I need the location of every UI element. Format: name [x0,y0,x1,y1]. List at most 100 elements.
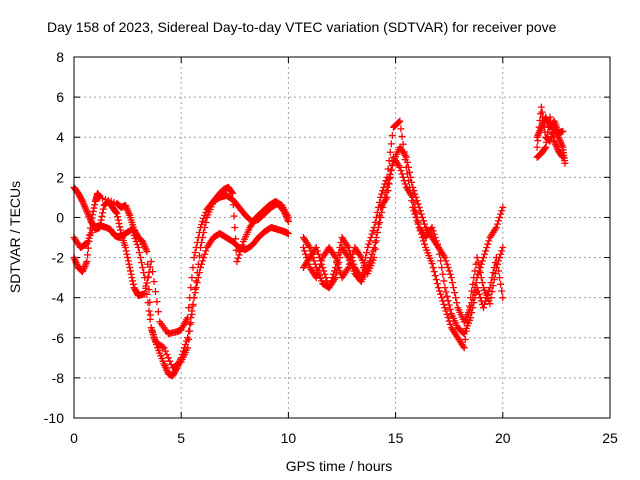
data-point-marker [469,280,477,288]
data-point-marker [481,250,489,258]
data-point-marker [474,287,482,295]
data-point-marker [81,261,89,269]
data-point-marker [124,257,132,265]
data-point-marker [548,125,556,133]
data-point-marker [305,260,313,268]
data-point-marker [385,157,393,165]
data-point-marker [202,247,210,255]
series-track-a [70,221,292,380]
data-point-marker [303,254,311,262]
data-point-marker [235,251,243,259]
data-point-marker [335,249,343,257]
data-point-marker [386,173,394,181]
data-point-marker [492,254,500,262]
data-point-marker [549,129,557,137]
data-point-marker [160,344,168,352]
data-point-marker [396,117,404,125]
data-point-marker [433,240,441,248]
data-point-marker [534,132,542,140]
data-point-marker [495,217,503,225]
data-point-marker [446,320,454,328]
data-point-marker [475,290,483,298]
chart-title: Day 158 of 2023, Sidereal Day-to-day VTE… [47,19,557,35]
data-point-marker [542,143,550,151]
data-point-marker [490,264,498,272]
data-point-marker [476,294,484,302]
data-point-marker [200,214,208,222]
y-tick-label: 2 [56,169,64,185]
data-point-marker [343,265,351,273]
data-point-marker [313,247,321,255]
data-point-marker [485,237,493,245]
data-point-marker [441,284,449,292]
data-point-marker [83,207,91,215]
data-point-marker [384,165,392,173]
data-point-marker [478,279,486,287]
data-point-marker [194,260,202,268]
data-point-marker [371,239,379,247]
data-point-marker [473,254,481,262]
series-track-b [70,183,292,338]
data-point-marker [499,203,507,211]
data-point-marker [336,267,344,275]
data-point-marker [344,264,352,272]
data-point-marker [185,335,193,343]
data-point-marker [116,226,124,234]
data-point-marker [438,264,446,272]
data-point-marker [380,183,388,191]
data-point-marker [314,267,322,275]
data-point-marker [200,228,208,236]
data-point-marker [347,257,355,265]
data-point-marker [533,133,541,141]
data-point-marker [146,298,154,306]
data-point-marker [321,270,329,278]
data-point-marker [142,284,150,292]
data-point-marker [398,170,406,178]
x-tick-label: 20 [495,430,511,446]
data-point-marker [481,300,489,308]
data-point-marker [97,216,105,224]
data-point-marker [492,223,500,231]
data-point-marker [140,241,148,249]
data-point-marker [160,360,168,368]
data-point-marker [436,250,444,258]
data-point-marker [115,219,123,227]
data-point-marker [129,280,137,288]
data-point-marker [398,133,406,141]
data-point-marker [550,133,558,141]
data-point-marker [419,217,427,225]
data-point-marker [229,189,237,197]
data-point-marker [229,201,237,209]
data-point-marker [98,212,106,220]
data-point-marker [122,203,130,211]
data-point-marker [410,198,418,206]
data-point-marker [80,201,88,209]
data-point-marker [445,267,453,275]
data-point-marker [533,143,541,151]
data-point-marker [236,248,244,256]
data-point-marker [312,244,320,252]
data-point-marker [161,363,169,371]
data-point-marker [476,269,484,277]
data-point-marker [453,299,461,307]
data-point-marker [84,209,92,217]
data-point-marker [555,135,563,143]
grid [74,57,610,418]
data-point-marker [96,223,104,231]
data-point-marker [383,193,391,201]
data-point-marker [441,304,449,312]
data-point-marker [553,144,561,152]
data-point-marker [145,307,153,315]
data-point-marker [443,292,451,300]
data-point-marker [199,234,207,241]
data-point-marker [89,211,97,219]
data-point-marker [416,207,424,215]
data-point-marker [400,148,408,156]
data-point-marker [143,248,151,256]
data-point-marker [133,241,141,249]
data-point-marker [401,156,409,164]
data-point-marker [382,195,390,203]
data-point-marker [322,274,330,282]
data-point-marker [193,279,201,287]
data-point-marker [438,294,446,302]
